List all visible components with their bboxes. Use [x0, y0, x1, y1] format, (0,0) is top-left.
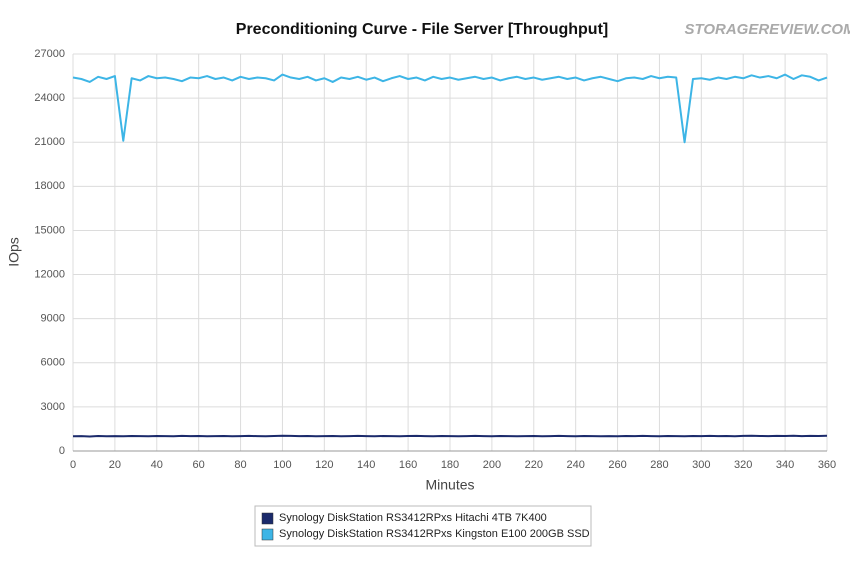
y-tick-label: 27000 [34, 48, 65, 60]
x-tick-label: 140 [357, 459, 375, 471]
x-tick-label: 80 [234, 459, 246, 471]
y-tick-label: 6000 [41, 357, 65, 369]
x-tick-label: 120 [315, 459, 333, 471]
x-tick-label: 220 [525, 459, 543, 471]
x-tick-label: 0 [70, 459, 76, 471]
y-tick-label: 12000 [34, 268, 65, 280]
x-tick-label: 200 [483, 459, 501, 471]
legend-label: Synology DiskStation RS3412RPxs Kingston… [279, 528, 590, 540]
watermark: STORAGEREVIEW.COM [684, 21, 850, 38]
x-tick-label: 40 [151, 459, 163, 471]
x-tick-label: 60 [193, 459, 205, 471]
x-tick-label: 280 [650, 459, 668, 471]
y-tick-label: 18000 [34, 180, 65, 192]
y-tick-label: 0 [59, 445, 65, 457]
y-tick-label: 21000 [34, 136, 65, 148]
x-tick-label: 340 [776, 459, 794, 471]
series-line [72, 434, 828, 438]
series-line [72, 73, 828, 144]
legend-swatch [261, 528, 274, 541]
y-tick-label: 9000 [41, 313, 65, 325]
x-tick-label: 160 [399, 459, 417, 471]
y-axis-label: IOps [6, 237, 22, 267]
y-tick-label: 3000 [41, 401, 65, 413]
x-tick-label: 240 [566, 459, 584, 471]
x-tick-label: 360 [818, 459, 836, 471]
x-tick-label: 180 [441, 459, 459, 471]
y-tick-label: 15000 [34, 224, 65, 236]
x-tick-label: 260 [608, 459, 626, 471]
legend-box [254, 505, 592, 547]
y-tick-label: 24000 [34, 92, 65, 104]
x-tick-label: 300 [692, 459, 710, 471]
legend-swatch [261, 512, 274, 525]
chart-title: Preconditioning Curve - File Server [Thr… [236, 21, 608, 38]
legend-label: Synology DiskStation RS3412RPxs Hitachi … [279, 512, 547, 524]
x-tick-label: 20 [109, 459, 121, 471]
x-tick-label: 320 [734, 459, 752, 471]
x-axis-label: Minutes [425, 477, 474, 493]
x-tick-label: 100 [273, 459, 291, 471]
